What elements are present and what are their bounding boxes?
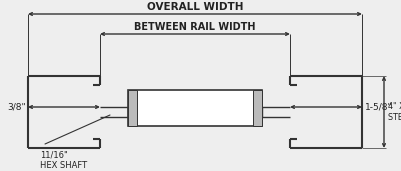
Bar [253, 90, 262, 126]
Bar [128, 90, 137, 126]
Text: 4" X 4 GA.
STEEL CHANNEL: 4" X 4 GA. STEEL CHANNEL [388, 102, 401, 122]
Text: 1-5/8": 1-5/8" [365, 102, 393, 111]
Bar [128, 90, 262, 126]
Text: OVERALL WIDTH: OVERALL WIDTH [147, 2, 243, 12]
Text: 3/8": 3/8" [7, 102, 26, 111]
Text: BETWEEN RAIL WIDTH: BETWEEN RAIL WIDTH [134, 22, 256, 32]
Text: 11/16"
HEX SHAFT: 11/16" HEX SHAFT [40, 150, 87, 170]
